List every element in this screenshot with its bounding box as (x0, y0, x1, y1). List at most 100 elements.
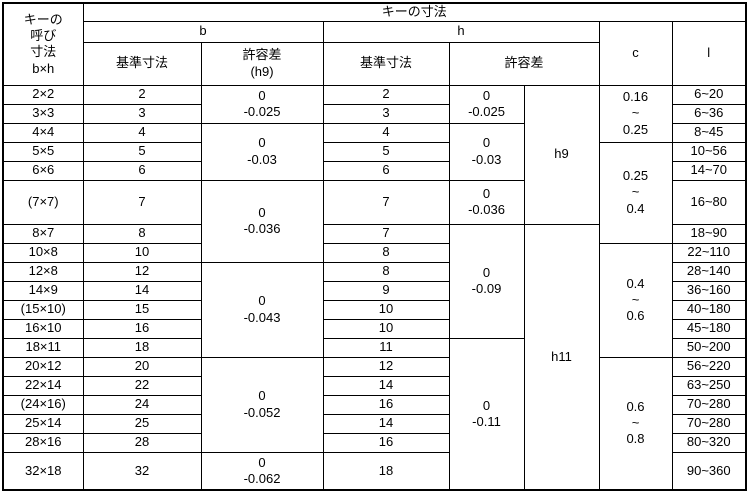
header-h-tolerance: 許容差 (448, 41, 600, 86)
c-range-cell: 0.6 ~ 0.8 (598, 356, 673, 491)
b-base-cell: 14 (82, 280, 202, 301)
l-range-cell: 28~140 (671, 261, 747, 282)
h-base-cell: 14 (322, 413, 450, 434)
l-range-cell: 10~56 (671, 141, 747, 162)
nominal-size-cell: 5×5 (2, 141, 84, 162)
b-base-cell: 10 (82, 242, 202, 263)
b-base-cell: 3 (82, 103, 202, 124)
h-base-cell: 10 (322, 318, 450, 339)
h-tolerance-cell: 0 -0.03 (448, 122, 525, 181)
b-tolerance-cell: 0 -0.052 (200, 356, 324, 453)
l-range-cell: 18~90 (671, 223, 747, 244)
nominal-size-cell: 12×8 (2, 261, 84, 282)
b-base-cell: 22 (82, 375, 202, 396)
l-range-cell: 6~20 (671, 84, 747, 105)
nominal-size-cell: 25×14 (2, 413, 84, 434)
c-range-cell: 0.4 ~ 0.6 (598, 242, 673, 358)
nominal-size-cell: 8×7 (2, 223, 84, 244)
nominal-size-cell: (24×16) (2, 394, 84, 415)
h-base-cell: 12 (322, 356, 450, 377)
b-base-cell: 28 (82, 432, 202, 453)
h-tolerance-cell: 0 -0.09 (448, 223, 525, 339)
b-tolerance-cell: 0 -0.025 (200, 84, 324, 124)
l-range-cell: 16~80 (671, 179, 747, 225)
nominal-size-cell: (7×7) (2, 179, 84, 225)
header-l: l (671, 20, 747, 86)
nominal-size-cell: 18×11 (2, 337, 84, 358)
h-tolerance-cell: 0 -0.025 (448, 84, 525, 124)
b-base-cell: 6 (82, 160, 202, 181)
l-range-cell: 70~280 (671, 394, 747, 415)
l-range-cell: 80~320 (671, 432, 747, 453)
header-b-tolerance: 許容差 (h9) (200, 41, 324, 86)
nominal-size-cell: 20×12 (2, 356, 84, 377)
b-tolerance-cell: 0 -0.062 (200, 451, 324, 491)
b-tolerance-cell: 0 -0.03 (200, 122, 324, 181)
b-base-cell: 12 (82, 261, 202, 282)
nominal-size-cell: 28×16 (2, 432, 84, 453)
h-base-cell: 9 (322, 280, 450, 301)
b-base-cell: 15 (82, 299, 202, 320)
h-tolerance-cell: 0 -0.11 (448, 337, 525, 491)
b-base-cell: 16 (82, 318, 202, 339)
h-grade-cell: h9 (523, 84, 600, 225)
b-base-cell: 32 (82, 451, 202, 491)
b-base-cell: 8 (82, 223, 202, 244)
h-base-cell: 8 (322, 261, 450, 282)
b-base-cell: 18 (82, 337, 202, 358)
h-tolerance-cell: 0 -0.036 (448, 179, 525, 225)
l-range-cell: 6~36 (671, 103, 747, 124)
h-base-cell: 3 (322, 103, 450, 124)
l-range-cell: 50~200 (671, 337, 747, 358)
l-range-cell: 8~45 (671, 122, 747, 143)
b-base-cell: 25 (82, 413, 202, 434)
header-b-base-dim: 基準寸法 (82, 41, 202, 86)
h-grade-cell: h11 (523, 223, 600, 491)
h-base-cell: 14 (322, 375, 450, 396)
b-base-cell: 24 (82, 394, 202, 415)
nominal-size-cell: 10×8 (2, 242, 84, 263)
b-tolerance-cell: 0 -0.036 (200, 179, 324, 263)
h-base-cell: 8 (322, 242, 450, 263)
nominal-size-cell: 16×10 (2, 318, 84, 339)
b-tolerance-cell: 0 -0.043 (200, 261, 324, 358)
b-base-cell: 7 (82, 179, 202, 225)
h-base-cell: 10 (322, 299, 450, 320)
header-h: h (322, 20, 600, 43)
header-b: b (82, 20, 324, 43)
nominal-size-cell: (15×10) (2, 299, 84, 320)
nominal-size-cell: 22×14 (2, 375, 84, 396)
l-range-cell: 40~180 (671, 299, 747, 320)
b-base-cell: 4 (82, 122, 202, 143)
l-range-cell: 56~220 (671, 356, 747, 377)
b-base-cell: 5 (82, 141, 202, 162)
c-range-cell: 0.16 ~ 0.25 (598, 84, 673, 143)
h-base-cell: 5 (322, 141, 450, 162)
h-base-cell: 4 (322, 122, 450, 143)
l-range-cell: 63~250 (671, 375, 747, 396)
h-base-cell: 16 (322, 394, 450, 415)
h-base-cell: 7 (322, 179, 450, 225)
nominal-size-cell: 14×9 (2, 280, 84, 301)
l-range-cell: 90~360 (671, 451, 747, 491)
h-base-cell: 2 (322, 84, 450, 105)
nominal-size-cell: 6×6 (2, 160, 84, 181)
l-range-cell: 45~180 (671, 318, 747, 339)
header-c: c (598, 20, 673, 86)
l-range-cell: 14~70 (671, 160, 747, 181)
l-range-cell: 22~110 (671, 242, 747, 263)
h-base-cell: 11 (322, 337, 450, 358)
nominal-size-cell: 3×3 (2, 103, 84, 124)
header-nominal-size: キーの 呼び 寸法 b×h (2, 2, 84, 86)
nominal-size-cell: 4×4 (2, 122, 84, 143)
h-base-cell: 18 (322, 451, 450, 491)
nominal-size-cell: 2×2 (2, 84, 84, 105)
c-range-cell: 0.25 ~ 0.4 (598, 141, 673, 244)
h-base-cell: 7 (322, 223, 450, 244)
b-base-cell: 20 (82, 356, 202, 377)
h-base-cell: 6 (322, 160, 450, 181)
h-base-cell: 16 (322, 432, 450, 453)
l-range-cell: 36~160 (671, 280, 747, 301)
l-range-cell: 70~280 (671, 413, 747, 434)
